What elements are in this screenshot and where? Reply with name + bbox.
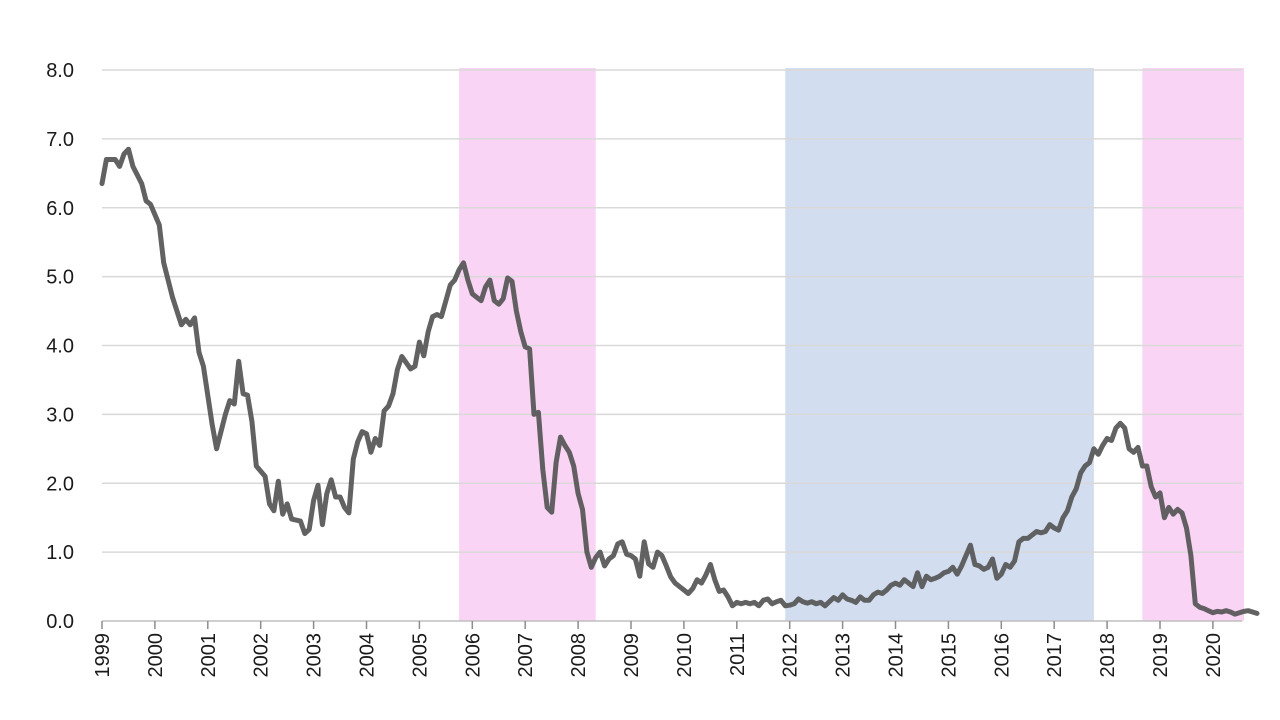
y-tick-label: 3.0 [46, 404, 74, 426]
x-tick-label: 2014 [886, 633, 908, 678]
x-tick-label: 2004 [357, 633, 379, 678]
x-tick-label: 2010 [674, 633, 696, 678]
x-tick-label: 2002 [251, 633, 273, 678]
y-tick-label: 4.0 [46, 336, 74, 358]
x-tick-label: 2011 [727, 633, 749, 676]
y-tick-label: 1.0 [46, 542, 74, 564]
x-tick-label: 2003 [304, 633, 326, 678]
shaded-periods [459, 68, 1244, 621]
x-tick-label: 2008 [568, 633, 590, 678]
x-tick-label: 2015 [938, 633, 960, 678]
x-tick-label: 2009 [621, 633, 643, 678]
shaded-period-3 [1142, 68, 1244, 621]
x-tick-label: 2016 [991, 633, 1013, 678]
x-tick-label: 2000 [145, 633, 167, 678]
x-tick-label: 2006 [462, 633, 484, 678]
shaded-period-2 [785, 68, 1094, 621]
y-tick-label: 7.0 [46, 129, 74, 151]
x-tick-label: 2020 [1203, 633, 1225, 678]
y-axis-ticks: 0.0 1.0 2.0 3.0 4.0 5.0 6.0 7.0 8.0 [46, 60, 74, 633]
y-tick-label: 2.0 [46, 473, 74, 495]
x-tick-label: 2018 [1097, 633, 1119, 678]
x-tick-label: 2012 [780, 633, 802, 678]
shaded-period-1 [459, 68, 596, 621]
x-tick-label: 2005 [409, 633, 431, 678]
x-tick-label: 2001 [198, 633, 220, 678]
y-gridlines [102, 69, 1242, 622]
series-line-1 [99, 146, 1260, 617]
y-tick-label: 6.0 [46, 198, 74, 220]
x-tick-label: 2007 [515, 633, 537, 678]
y-tick-label: 8.0 [46, 60, 74, 82]
series-lines [99, 146, 1260, 617]
y-tick-label: 5.0 [46, 267, 74, 289]
x-tick-label: 1999 [92, 633, 114, 678]
x-tick-label: 2017 [1044, 633, 1066, 678]
y-tick-label: 0.0 [46, 611, 74, 633]
x-tick-label: 2013 [833, 633, 855, 678]
x-axis: 1999 2000 2001 2002 2003 2004 2005 2006 2007 2008… [92, 621, 1225, 678]
x-tick-label: 2019 [1150, 633, 1172, 678]
